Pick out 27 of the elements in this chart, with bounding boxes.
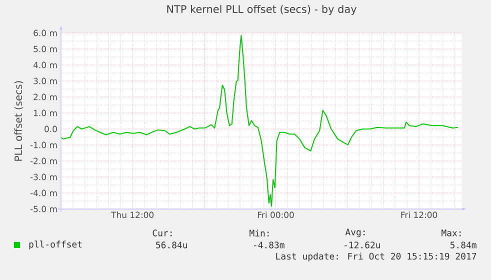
y-tick-label: 1.0 m: [34, 110, 57, 116]
text: -12.62u: [344, 242, 380, 248]
x-tick-label: Thu 12:00: [111, 212, 154, 218]
y-tick-label: 5.0 m: [34, 46, 57, 52]
text: Min:: [250, 230, 269, 236]
y-tick-label: -1.0 m: [30, 142, 57, 148]
text: Avg:: [345, 228, 365, 238]
chart-title: NTP kernel PLL offset (secs) - by day: [167, 4, 357, 16]
y-tick-label: 2.0 m: [34, 94, 57, 100]
y-tick-label: -4.0 m: [30, 190, 57, 196]
y-tick-label: -2.0 m: [30, 158, 57, 164]
y-tick-label: -5.0 m: [30, 206, 57, 212]
text: Max:: [442, 230, 461, 236]
y-axis-title: PLL offset (secs): [14, 81, 24, 161]
x-tick-label: Fri 12:00: [401, 212, 438, 218]
y-tick-label: 6.0 m: [34, 30, 57, 36]
y-tick-label: 3.0 m: [34, 78, 57, 84]
legend-label: pll-offset: [29, 240, 82, 250]
text: 56.84u: [156, 242, 188, 248]
y-tick-label: 0.0: [44, 126, 57, 132]
text: 5.84m: [450, 242, 476, 248]
text: Last update: Fri Oct 20 15:15:19 2017: [276, 252, 476, 262]
y-tick-label: 4.0 m: [33, 62, 57, 68]
text: Cur:: [152, 230, 172, 236]
y-tick-label: -3.0 m: [30, 174, 57, 180]
text: -4.83m: [254, 242, 284, 248]
x-tick-label: Fri 00:00: [258, 212, 294, 218]
